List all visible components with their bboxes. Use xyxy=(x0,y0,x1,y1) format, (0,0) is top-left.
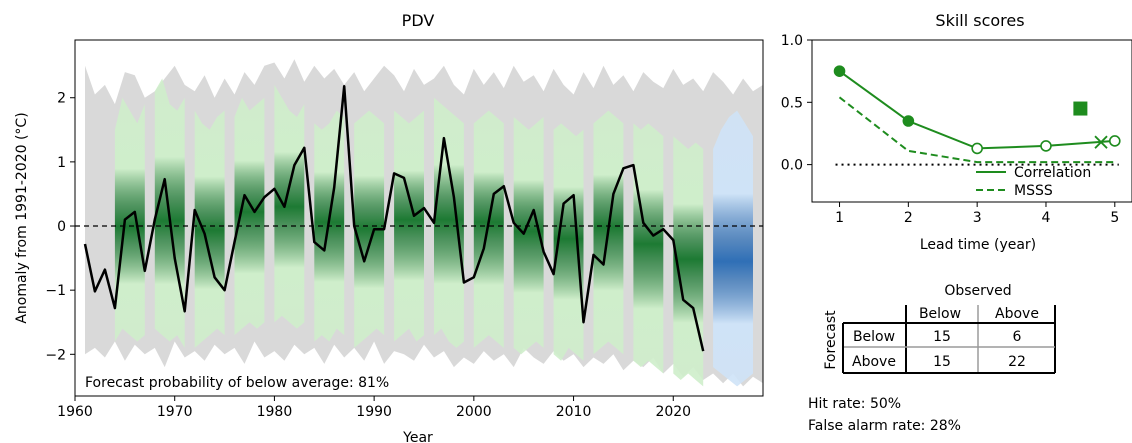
pdv-x-tick-label: 1990 xyxy=(356,404,392,420)
table-row-label-below: Below xyxy=(853,329,895,345)
pdv-plot-area xyxy=(75,59,763,387)
hindcast-fan-2 xyxy=(194,110,225,348)
hit-rate-text: Hit rate: 50% xyxy=(808,396,902,412)
hindcast-fan-11 xyxy=(553,123,584,361)
hindcast-fan-0 xyxy=(114,97,145,342)
table-cell-above-below: 15 xyxy=(933,354,951,370)
pdv-x-tick-label: 1980 xyxy=(257,404,293,420)
pdv-x-tick-label: 2000 xyxy=(456,404,492,420)
contingency-table: Observed Forecast Below Above Below Abov… xyxy=(823,283,1056,374)
pdv-title: PDV xyxy=(402,11,435,30)
table-row-label-above: Above xyxy=(852,354,896,370)
skill-y-axis: 0.0 0.5 1.0 xyxy=(781,33,812,174)
pdv-x-tick-label: 1970 xyxy=(157,404,193,420)
skill-panel: Skill scores 1 2 3 4 5 0.0 0.5 1.0 Lead time (… xyxy=(781,11,1132,253)
pdv-x-tick-label: 1960 xyxy=(57,404,93,420)
observed-series-line xyxy=(83,84,705,352)
skill-x-marker xyxy=(1094,135,1108,149)
pdv-y-tick-label: −1 xyxy=(45,283,66,299)
contingency-title: Observed xyxy=(944,283,1011,299)
skill-plot-area xyxy=(833,65,1121,166)
skill-square-marker xyxy=(1073,101,1088,116)
pdv-x-axis: 1960 1970 1980 1990 2000 2010 2020 xyxy=(57,396,691,420)
skill-title: Skill scores xyxy=(935,11,1024,30)
hindcast-fan-4 xyxy=(274,84,305,329)
table-col-header-above: Above xyxy=(995,306,1039,322)
skill-x-tick-label: 3 xyxy=(973,210,982,226)
pdv-x-tick-label: 2010 xyxy=(556,404,592,420)
skill-legend: Correlation MSSS xyxy=(976,165,1091,199)
pdv-y-tick-label: 2 xyxy=(57,91,66,107)
hindcast-fan-8 xyxy=(434,97,464,348)
pdv-y-axis-label: Anomaly from 1991-2020 (°C) xyxy=(14,112,30,323)
skill-x-tick-label: 5 xyxy=(1110,210,1119,226)
pdv-y-tick-label: 0 xyxy=(57,219,66,235)
legend-msss-label: MSSS xyxy=(1014,183,1053,199)
skill-x-axis: 1 2 3 4 5 xyxy=(835,202,1119,226)
pdv-axes-frame xyxy=(74,39,764,397)
pdv-y-axis: −2 −1 0 1 2 xyxy=(45,91,75,363)
forecast-probability-annotation: Forecast probability of below average: 8… xyxy=(85,375,389,391)
hindcast-fan-9 xyxy=(473,110,504,348)
msss-series-line xyxy=(838,96,1115,164)
skill-x-axis-label: Lead time (year) xyxy=(920,237,1036,253)
table-cell-above-above: 22 xyxy=(1008,354,1026,370)
pdv-x-tick-label: 2020 xyxy=(655,404,691,420)
correlation-point xyxy=(902,115,915,127)
pdv-panel: PDV 1960 1970 1980 1990 2000 2010 2020 −2 −1 0 1 2… xyxy=(14,11,764,443)
correlation-point xyxy=(1108,135,1121,147)
hindcast-fan-13 xyxy=(633,123,664,374)
legend-correlation-label: Correlation xyxy=(1014,165,1091,181)
table-cell-below-below: 15 xyxy=(933,329,951,345)
skill-y-tick-label: 1.0 xyxy=(781,33,803,49)
hindcast-fan-3 xyxy=(234,97,265,336)
skill-x-tick-label: 2 xyxy=(904,210,913,226)
skill-axes-frame xyxy=(811,39,1132,203)
table-cell-below-above: 6 xyxy=(1013,329,1022,345)
skill-y-tick-label: 0.5 xyxy=(781,95,803,111)
contingency-row-axis-label: Forecast xyxy=(823,310,839,370)
hindcast-fan-10 xyxy=(513,117,544,355)
pdv-y-tick-label: 1 xyxy=(57,155,66,171)
hindcast-fan-6 xyxy=(354,110,385,348)
skill-y-tick-label: 0.0 xyxy=(781,158,803,174)
correlation-point xyxy=(971,142,983,155)
skill-x-tick-label: 1 xyxy=(835,210,844,226)
false-alarm-rate-text: False alarm rate: 28% xyxy=(808,418,961,434)
correlation-point xyxy=(1040,140,1052,152)
correlation-point xyxy=(833,65,846,77)
table-col-header-below: Below xyxy=(919,306,961,322)
pdv-y-tick-label: −2 xyxy=(45,347,66,363)
pdv-x-axis-label: Year xyxy=(402,430,433,443)
skill-x-tick-label: 4 xyxy=(1042,210,1051,226)
forecast-fan-0 xyxy=(713,110,753,387)
